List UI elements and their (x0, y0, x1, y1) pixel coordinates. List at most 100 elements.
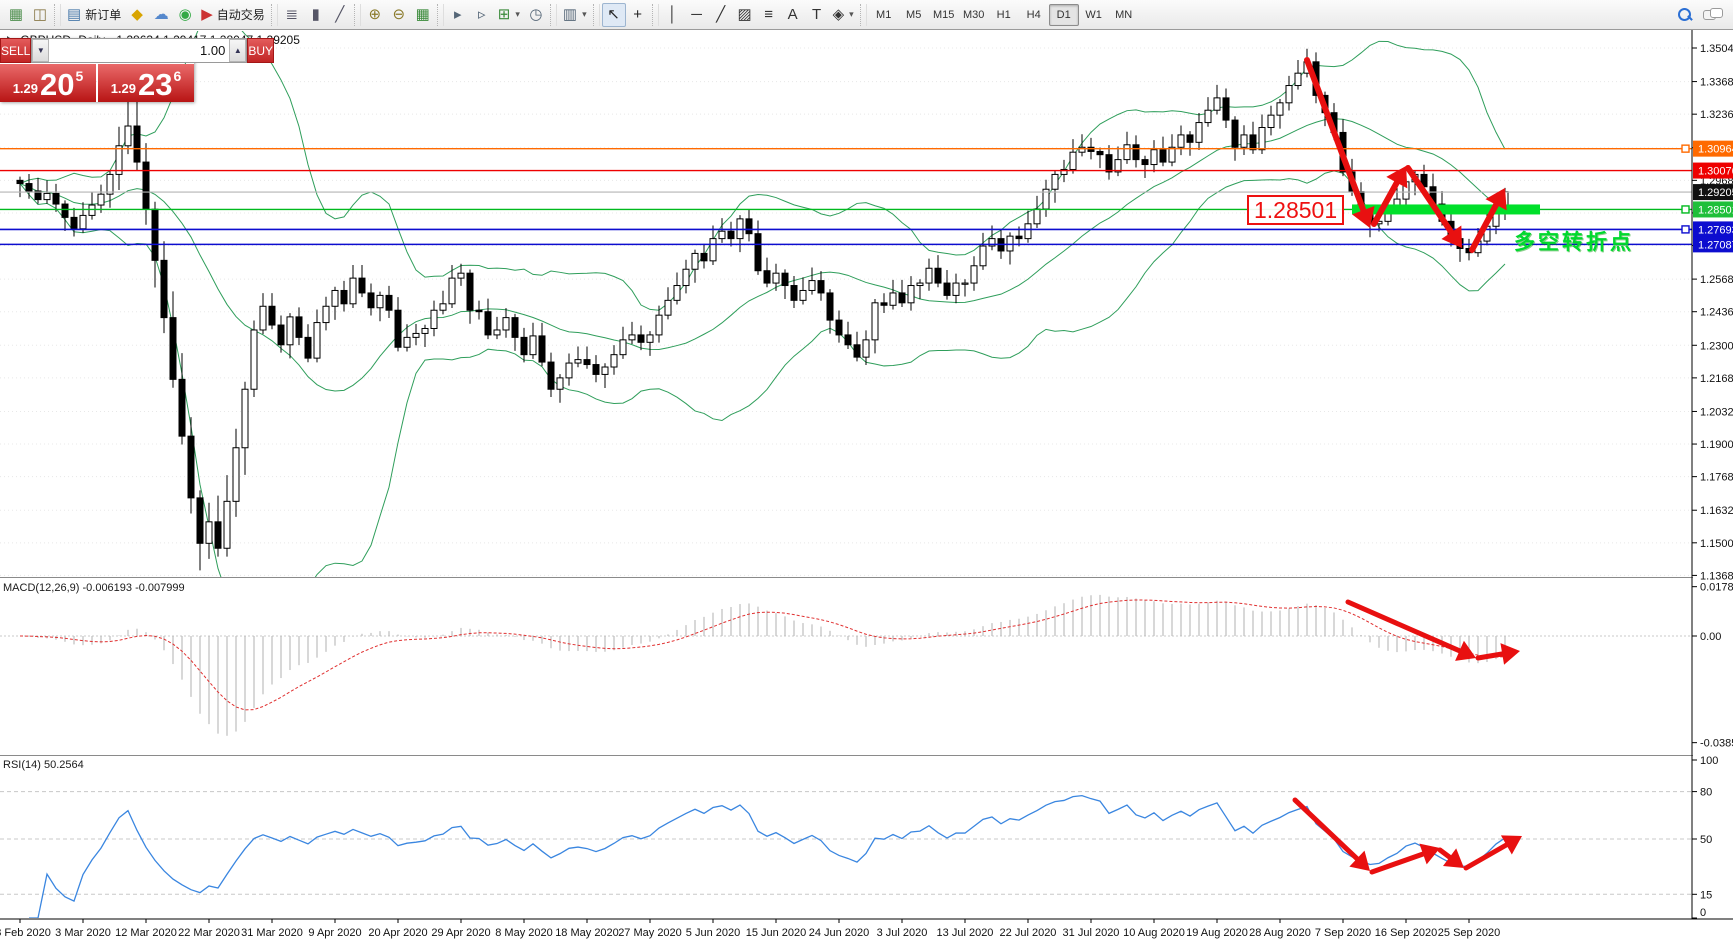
vertical-line-icon: │ (667, 6, 678, 23)
signals-button[interactable]: ◉ (173, 3, 197, 27)
volume-increase-button[interactable]: ▲ (229, 39, 247, 62)
text-label-icon: T (812, 6, 822, 23)
price-axis: 1.350401.336801.323601.310001.296801.283… (1692, 43, 1733, 582)
support-zone (1352, 204, 1540, 215)
toolbar-separator (270, 3, 278, 26)
horizontal-line-button[interactable]: ─ (685, 3, 709, 27)
bar-chart-icon: ≣ (285, 6, 299, 23)
sell-button[interactable]: SELL (0, 38, 32, 63)
volume-stepper: ▼ ▲ (31, 38, 248, 63)
svg-text:-0.038559: -0.038559 (1700, 738, 1733, 750)
candlestick-chart-icon: ▮ (311, 6, 320, 23)
x-axis-label: 12 Mar 2020 (115, 927, 177, 939)
timeframe-h1-button[interactable]: H1 (996, 8, 1011, 21)
new-object-button[interactable]: ⊞ ▾ (494, 3, 524, 27)
svg-text:0: 0 (1700, 907, 1706, 919)
toolbar-separator (549, 3, 557, 26)
zoom-out-button[interactable]: ⊖ (387, 3, 411, 27)
main-gridlines (0, 47, 1692, 576)
strategy-tester-button[interactable]: ☁ (149, 3, 173, 27)
turning-point-note[interactable]: 多空转折点 (1514, 231, 1634, 254)
main-toolbar: ▦ ◫ ▤ 新订单 ◆ ☁ ◉ ▶ 自动交易 ≣ ▮ ╱ ⊕ ⊖ ▦ ▸ ▹ ⊞ ▾ ◷ ▥ ▾ ↖ + │ ─ ╱ ▨ ≡ A T ◈ ▾ M1… (0, 0, 1733, 30)
text-button[interactable]: A (781, 3, 805, 27)
trendline-button[interactable]: ╱ (709, 3, 733, 27)
x-axis-label: 15 Jun 2020 (746, 927, 807, 939)
cursor-button[interactable]: ↖ (601, 2, 626, 27)
svg-text:1.30964: 1.30964 (1698, 144, 1733, 156)
timeframe-h4-button[interactable]: H4 (1026, 8, 1041, 21)
chat-icon[interactable] (1703, 7, 1723, 22)
cursor-icon: ↖ (607, 6, 620, 23)
svg-text:1.24360: 1.24360 (1700, 307, 1733, 319)
one-click-trading-panel: SELL ▼ ▲ BUY 1.29 20 5 1.29 23 6 (0, 38, 275, 102)
svg-text:1.35040: 1.35040 (1700, 43, 1733, 55)
templates-button[interactable]: ▥ ▾ (559, 3, 591, 27)
bar-chart-button[interactable]: ≣ (280, 3, 304, 27)
chart-shift-button[interactable]: ▹ (470, 3, 494, 27)
toolbar-group: ⊕ ⊖ ▦ (363, 1, 435, 29)
auto-scroll-button[interactable]: ▸ (446, 3, 470, 27)
text-icon: A (787, 6, 798, 23)
fibonacci-button[interactable]: ≡ (757, 3, 781, 27)
signals-icon: ◉ (178, 6, 192, 23)
svg-text:1.32360: 1.32360 (1700, 109, 1733, 121)
vertical-line-button[interactable]: │ (661, 3, 685, 27)
volume-input[interactable] (49, 39, 230, 62)
current-price-badge: 1.29205 (1693, 184, 1733, 201)
zoom-in-button[interactable]: ⊕ (363, 3, 387, 27)
tile-windows-button[interactable]: ▦ (411, 3, 435, 27)
timeframe-m5-button[interactable]: M5 (906, 8, 922, 21)
equidistant-channel-icon: ▨ (737, 6, 752, 23)
timeframe-mn-button[interactable]: MN (1115, 8, 1133, 21)
level-price-badge: 1.27087 (1693, 236, 1733, 253)
new-order-button[interactable]: ▤ 新订单 (63, 3, 125, 27)
level-price-badge: 1.30964 (1693, 140, 1733, 157)
candlestick-chart-button[interactable]: ▮ (304, 3, 328, 27)
buy-button[interactable]: BUY (247, 38, 275, 63)
macd-main-value: -0.006193 (82, 582, 133, 594)
timeframe-d1-button[interactable]: D1 (1048, 3, 1079, 26)
buy-price-pip: 6 (173, 68, 182, 84)
equidistant-channel-button[interactable]: ▨ (733, 3, 757, 27)
toolbar-group: │ ─ ╱ ▨ ≡ A T ◈ ▾ (661, 1, 858, 29)
x-axis-label: 23 Feb 2020 (0, 927, 51, 939)
x-axis-label: 7 Sep 2020 (1315, 927, 1371, 939)
metaeditor-button[interactable]: ◆ (125, 3, 149, 27)
x-axis-label: 29 Apr 2020 (431, 927, 490, 939)
sell-price-tile[interactable]: 1.29 20 5 (0, 64, 96, 102)
horizontal-line-icon: ─ (691, 6, 702, 23)
volume-decrease-button[interactable]: ▼ (32, 39, 50, 62)
periods-button[interactable]: ◷ (524, 3, 548, 27)
periods-icon: ◷ (529, 6, 543, 23)
profiles-button[interactable]: ◫ (28, 3, 52, 27)
metaeditor-icon: ◆ (131, 6, 143, 23)
x-axis-label: 8 May 2020 (495, 927, 552, 939)
toolbar-separator (859, 3, 867, 26)
auto-scroll-icon: ▸ (454, 6, 462, 23)
trend-arrows-macd (1345, 599, 1520, 665)
timeframe-m1-button[interactable]: M1 (876, 8, 892, 21)
x-axis-label: 10 Aug 2020 (1123, 927, 1185, 939)
text-label-button[interactable]: T (805, 3, 829, 27)
timeframe-m30-button[interactable]: M30 (962, 8, 985, 21)
arrows-icon: ◈ (832, 6, 845, 23)
search-icon[interactable] (1677, 7, 1693, 23)
arrows-button[interactable]: ◈ ▾ (829, 3, 858, 27)
toolbar-group: ≣ ▮ ╱ (280, 1, 352, 29)
x-axis-label: 16 Sep 2020 (1375, 927, 1437, 939)
crosshair-button[interactable]: + (626, 3, 650, 27)
timeframe-w1-button[interactable]: W1 (1085, 8, 1102, 21)
buy-price-tile[interactable]: 1.29 23 6 (98, 64, 194, 102)
svg-text:1.15000: 1.15000 (1700, 538, 1733, 550)
autotrade-button[interactable]: ▶ 自动交易 (197, 3, 269, 27)
line-chart-button[interactable]: ╱ (328, 3, 352, 27)
new-chart-button[interactable]: ▦ (4, 3, 28, 27)
timeframe-m15-button[interactable]: M15 (932, 8, 955, 21)
support-price-callout[interactable]: 1.28501 (1247, 195, 1345, 225)
new-order-label: 新订单 (85, 8, 122, 22)
chart-shift-icon: ▹ (478, 6, 486, 23)
x-axis-label: 31 Jul 2020 (1063, 927, 1120, 939)
x-axis-label: 9 Apr 2020 (308, 927, 361, 939)
svg-text:1.33680: 1.33680 (1700, 77, 1733, 89)
